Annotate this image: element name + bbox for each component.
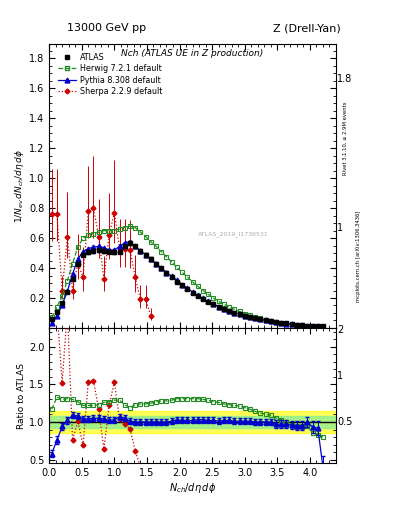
X-axis label: $N_{ch}/d\eta\, d\phi$: $N_{ch}/d\eta\, d\phi$ [169, 481, 216, 495]
Text: ATLAS_2019_I1736531: ATLAS_2019_I1736531 [198, 231, 269, 237]
Text: Z (Drell-Yan): Z (Drell-Yan) [273, 23, 340, 33]
Text: 13000 GeV pp: 13000 GeV pp [66, 23, 146, 33]
Text: 1.8: 1.8 [337, 74, 353, 84]
Text: mcplots.cern.ch [arXiv:1306.3436]: mcplots.cern.ch [arXiv:1306.3436] [356, 210, 361, 302]
Y-axis label: Ratio to ATLAS: Ratio to ATLAS [17, 362, 26, 429]
Text: 2: 2 [337, 325, 343, 335]
Bar [49, 416, 336, 428]
Text: Nch (ATLAS UE in Z production): Nch (ATLAS UE in Z production) [121, 49, 264, 58]
Text: Rivet 3.1.10, ≥ 2.9M events: Rivet 3.1.10, ≥ 2.9M events [343, 101, 348, 175]
Text: 1: 1 [337, 223, 343, 233]
Y-axis label: $1/N_{ev}\, dN_{ch}/d\eta\, d\phi$: $1/N_{ev}\, dN_{ch}/d\eta\, d\phi$ [13, 148, 26, 223]
Legend: ATLAS, Herwig 7.2.1 default, Pythia 8.308 default, Sherpa 2.2.9 default: ATLAS, Herwig 7.2.1 default, Pythia 8.30… [56, 50, 165, 98]
Text: 1: 1 [337, 371, 343, 381]
Text: 0.5: 0.5 [337, 417, 353, 428]
Bar [49, 411, 336, 433]
